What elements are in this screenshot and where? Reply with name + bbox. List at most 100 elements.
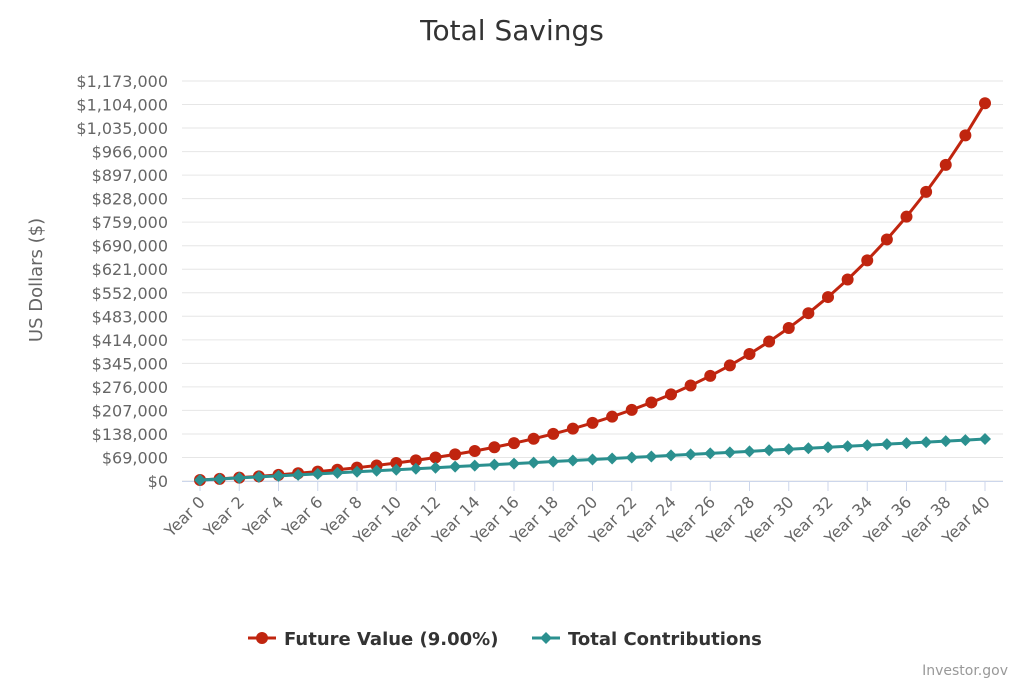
data-point[interactable] xyxy=(723,446,736,459)
y-tick-label: $483,000 xyxy=(92,307,168,326)
data-point[interactable] xyxy=(665,388,677,401)
data-point[interactable] xyxy=(900,437,913,450)
data-point[interactable] xyxy=(586,453,599,466)
y-tick-label: $0 xyxy=(148,472,168,491)
data-point[interactable] xyxy=(547,427,560,440)
data-point[interactable] xyxy=(449,460,462,473)
data-point[interactable] xyxy=(763,444,776,457)
data-point[interactable] xyxy=(468,459,481,472)
data-point[interactable] xyxy=(782,321,795,334)
x-tick-label: Year 6 xyxy=(278,492,327,541)
data-point[interactable] xyxy=(547,455,560,468)
data-point[interactable] xyxy=(409,454,422,467)
data-point[interactable] xyxy=(409,462,422,475)
data-point[interactable] xyxy=(822,291,834,304)
data-point[interactable] xyxy=(704,369,717,382)
data-point[interactable] xyxy=(508,437,520,450)
data-point[interactable] xyxy=(939,158,952,171)
data-point[interactable] xyxy=(429,451,442,464)
y-tick-label: $138,000 xyxy=(92,425,168,444)
x-tick-label: Year 4 xyxy=(238,492,287,541)
data-point[interactable] xyxy=(370,464,383,477)
legend: Future Value (9.00%) Total Contributions xyxy=(248,629,762,650)
data-point[interactable] xyxy=(488,441,501,454)
data-point[interactable] xyxy=(704,447,717,460)
data-point[interactable] xyxy=(625,403,638,416)
chart-title: Total Savings xyxy=(419,14,604,47)
data-point[interactable] xyxy=(743,348,756,361)
data-point[interactable] xyxy=(763,335,776,348)
y-tick-label: $207,000 xyxy=(92,401,168,420)
legend-marker-circle-icon xyxy=(256,632,268,644)
data-point[interactable] xyxy=(390,463,403,476)
data-point[interactable] xyxy=(566,422,579,435)
data-point[interactable] xyxy=(979,433,991,446)
credit-link[interactable]: Investor.gov xyxy=(922,663,1008,679)
data-point[interactable] xyxy=(920,185,933,198)
series-total-contributions xyxy=(194,433,991,486)
y-tick-label: $828,000 xyxy=(92,190,168,209)
data-point[interactable] xyxy=(508,457,520,470)
data-point[interactable] xyxy=(252,470,265,483)
legend-label: Future Value (9.00%) xyxy=(284,629,498,650)
data-point[interactable] xyxy=(213,472,226,485)
data-point[interactable] xyxy=(606,452,619,465)
data-point[interactable] xyxy=(841,440,854,453)
y-tick-label: $276,000 xyxy=(92,378,168,397)
data-point[interactable] xyxy=(351,465,363,478)
data-point[interactable] xyxy=(900,210,913,223)
data-point[interactable] xyxy=(527,432,540,445)
data-point[interactable] xyxy=(488,458,501,471)
y-axis: $0 $69,000 $138,000 $207,000 $276,000 $345,00… xyxy=(76,72,168,491)
data-point[interactable] xyxy=(743,445,756,458)
y-tick-label: $1,173,000 xyxy=(76,72,168,91)
data-point[interactable] xyxy=(802,307,815,320)
data-point[interactable] xyxy=(527,456,540,469)
data-point[interactable] xyxy=(822,441,834,454)
data-point[interactable] xyxy=(606,410,619,423)
y-tick-label: $897,000 xyxy=(92,166,168,185)
data-point[interactable] xyxy=(880,438,893,451)
data-point[interactable] xyxy=(959,434,972,447)
data-point[interactable] xyxy=(684,379,697,392)
data-point[interactable] xyxy=(782,443,795,456)
data-point[interactable] xyxy=(233,471,246,484)
data-point[interactable] xyxy=(586,416,599,429)
gridlines xyxy=(182,80,1003,482)
y-tick-label: $759,000 xyxy=(92,213,168,232)
data-point[interactable] xyxy=(920,436,933,449)
legend-marker-diamond-icon xyxy=(540,632,552,644)
data-point[interactable] xyxy=(880,233,893,246)
data-point[interactable] xyxy=(194,473,206,486)
data-point[interactable] xyxy=(665,449,677,462)
data-point[interactable] xyxy=(979,97,991,110)
data-point[interactable] xyxy=(331,466,344,479)
data-point[interactable] xyxy=(861,439,874,452)
data-point[interactable] xyxy=(861,254,874,267)
y-axis-label: US Dollars ($) xyxy=(26,218,47,342)
data-point[interactable] xyxy=(939,435,952,448)
data-point[interactable] xyxy=(723,359,736,372)
data-point[interactable] xyxy=(645,450,658,463)
data-point[interactable] xyxy=(645,396,658,409)
y-tick-label: $69,000 xyxy=(102,448,168,467)
data-point[interactable] xyxy=(684,448,697,461)
data-point[interactable] xyxy=(429,461,442,474)
series-future-value xyxy=(194,97,991,486)
data-point[interactable] xyxy=(311,467,324,480)
data-point[interactable] xyxy=(292,468,305,481)
data-point[interactable] xyxy=(390,457,403,470)
data-point[interactable] xyxy=(802,442,815,455)
data-point[interactable] xyxy=(566,454,579,467)
data-point[interactable] xyxy=(449,448,462,461)
data-point[interactable] xyxy=(841,273,854,286)
legend-item[interactable]: Total Contributions xyxy=(532,629,762,650)
legend-item[interactable]: Future Value (9.00%) xyxy=(248,629,498,650)
data-point[interactable] xyxy=(959,129,972,142)
data-point[interactable] xyxy=(468,444,481,457)
data-point[interactable] xyxy=(272,469,285,482)
data-point[interactable] xyxy=(625,451,638,464)
